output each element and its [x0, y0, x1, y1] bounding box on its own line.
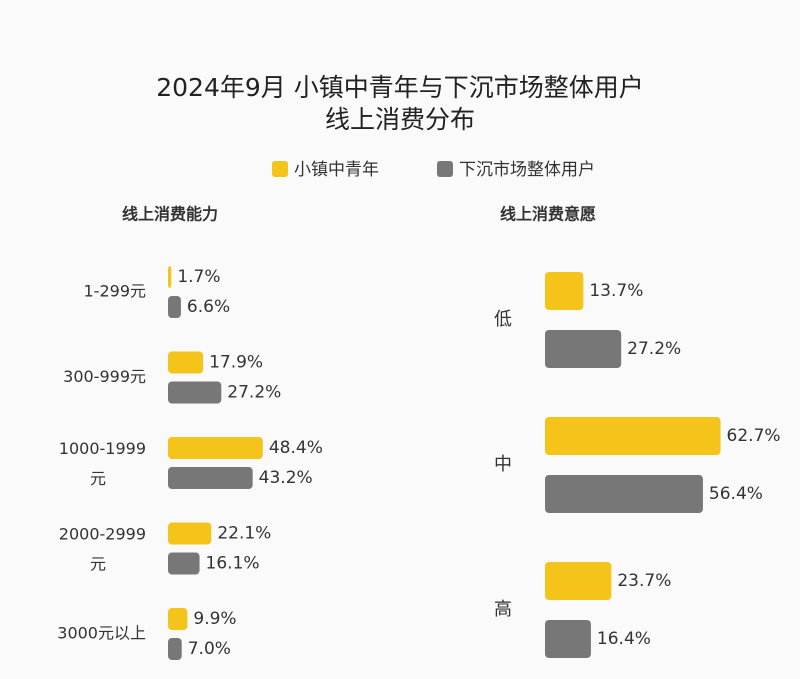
category-label: 1-299元 — [84, 282, 147, 301]
legend-swatch — [272, 161, 288, 177]
bar — [168, 351, 204, 374]
bar — [168, 266, 172, 288]
bar — [545, 417, 721, 455]
value-label: 1.7% — [177, 267, 220, 287]
category-label: 300-999元 — [63, 367, 146, 386]
value-label: 13.7% — [589, 281, 643, 301]
bar — [168, 467, 253, 489]
value-label: 16.4% — [597, 629, 651, 649]
category-label: 2000-2999 元 — [59, 524, 146, 573]
value-label: 56.4% — [709, 484, 763, 504]
category-label: 高 — [494, 599, 512, 620]
bar — [168, 552, 200, 575]
bar — [168, 608, 188, 630]
value-label: 27.2% — [627, 339, 681, 359]
legend-label: 下沉市场整体用户 — [459, 160, 595, 180]
value-label: 48.4% — [269, 438, 323, 458]
legend-label: 小镇中青年 — [294, 160, 379, 180]
value-label: 6.6% — [187, 297, 230, 317]
category-label: 中 — [494, 454, 512, 475]
value-label: 27.2% — [227, 383, 281, 403]
chart-subtitle: 线上消费意愿 — [500, 205, 596, 224]
bar — [545, 475, 703, 513]
legend-swatch — [437, 161, 453, 177]
bar — [545, 272, 584, 310]
chart-title: 2024年9月 小镇中青年与下沉市场整体用户 线上消费分布 — [156, 73, 644, 134]
bar — [168, 296, 181, 318]
value-label: 7.0% — [188, 639, 231, 659]
value-label: 22.1% — [217, 524, 271, 544]
bar — [168, 437, 263, 459]
bar — [545, 562, 612, 600]
bar — [545, 330, 622, 368]
value-label: 17.9% — [209, 353, 263, 373]
bar — [168, 381, 222, 404]
value-label: 23.7% — [617, 571, 671, 591]
bar — [168, 638, 182, 660]
value-label: 62.7% — [727, 426, 781, 446]
category-label: 1000-1999 元 — [59, 439, 146, 488]
category-label: 3000元以上 — [57, 624, 146, 643]
value-label: 43.2% — [259, 468, 313, 488]
category-label: 低 — [494, 309, 512, 330]
chart-subtitle: 线上消费能力 — [122, 205, 218, 224]
value-label: 9.9% — [193, 609, 236, 629]
bar — [168, 522, 212, 545]
bar — [545, 620, 591, 658]
value-label: 16.1% — [206, 554, 260, 574]
